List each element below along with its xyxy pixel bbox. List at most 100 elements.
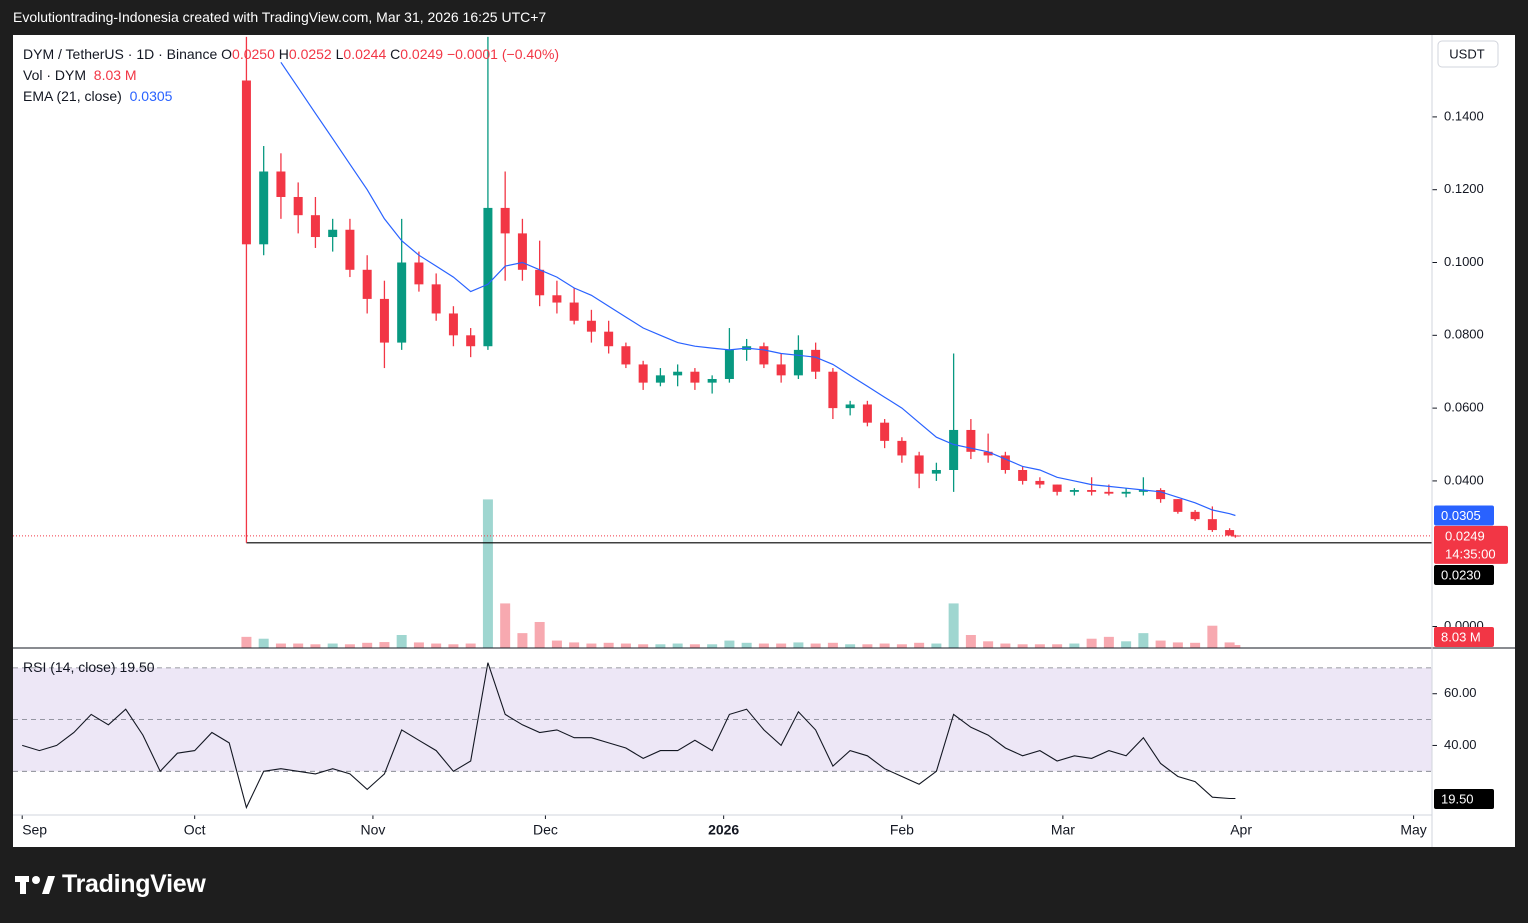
volume-bar [793,642,804,648]
candle-body [328,229,338,238]
volume-bar [344,644,355,648]
legend-row: EMA (21, close) 0.0305 [23,86,559,107]
candle-body [897,440,907,456]
x-tick-label: Oct [184,822,206,838]
volume-bar [396,634,407,648]
candle-body [604,331,614,347]
candle-body [655,375,665,383]
volume-bar [310,644,321,648]
candle-body [535,269,545,296]
candle-body [1173,499,1183,512]
ohlc-value: 0.0249 [400,46,444,62]
rsi-tick-label: 40.00 [1444,737,1477,752]
candle-body [310,215,320,238]
volume-bar [500,603,511,648]
axis-unit: USDT [1449,46,1484,61]
volume-bar [983,641,994,648]
candle-body [241,80,251,245]
volume-bar [327,643,338,648]
volume-bar [1121,641,1132,648]
candle-body [362,269,372,299]
rsi-label: RSI (14, close) [23,659,116,675]
volume-bar [362,642,373,648]
volume-bar [672,643,683,648]
candle-body [966,429,976,452]
ohlc-key: L [335,46,344,62]
volume-bar [448,644,459,648]
ohlc-key: C [390,46,401,62]
price-badge-bg [1434,525,1508,564]
candle-body [862,404,872,423]
volume-bar [431,643,442,648]
candle-body [259,171,269,245]
volume-bar [827,642,838,648]
rsi-badge-bg [1434,789,1494,809]
volume-bar [293,643,304,648]
ema-line [280,61,1236,517]
candle-body [1190,511,1200,520]
y-tick-label: 0.0600 [1444,400,1484,415]
volume-bar [620,643,631,648]
rsi-line [22,662,1236,810]
ohlc: O0.0250 H0.0252 L0.0244 C0.0249 [217,46,443,62]
y-tick-label: 0.1000 [1444,254,1484,269]
candle-body [293,196,303,216]
x-tick-label: Feb [890,822,914,838]
candle-body [914,455,924,474]
volume-bar [810,643,821,648]
candle-body [724,349,734,379]
volume-bar [862,644,873,648]
ema-badge-bg [1434,505,1494,526]
volume-bar [1224,642,1235,648]
ohlc-value: 0.0250 [232,46,275,62]
candle-body [759,346,769,365]
candle-body [983,451,993,456]
candle-body [552,295,562,303]
volume-bar [914,642,925,648]
volume-bar [707,644,718,648]
volume-bar [1103,636,1114,648]
y-tick-label: 0.0400 [1444,472,1484,487]
candle-body [483,207,493,347]
volume-bar [379,642,390,648]
volume-bar [275,643,286,648]
candle-body [569,302,579,321]
volume-badge: 8.03 M [1441,629,1481,644]
volume-bar [258,638,269,648]
candle-body [276,171,286,197]
symbol: DYM / TetherUS · 1D · Binance [23,46,218,62]
ema-value: 0.0305 [129,88,173,104]
candle-body [431,284,441,314]
candle-body [776,364,786,376]
x-tick-label: Nov [360,822,385,838]
candle-body [1087,490,1097,492]
price-pane [13,36,1432,648]
logo-icon [15,876,55,894]
candle-body [793,349,803,376]
candle-body [345,229,355,270]
unit-button[interactable] [1437,40,1499,68]
candle-body [1069,490,1079,492]
volume-bar [948,603,959,648]
candle-body [1035,480,1045,485]
volume-bar [1230,645,1241,648]
candle-body [931,469,941,474]
rsi-legend: RSI (14, close) 19.50 [23,659,155,675]
volume-bar [931,643,942,648]
ohlc-key: O [221,46,233,62]
candle-body [1121,491,1131,494]
legend-row: DYM / TetherUS · 1D · Binance O0.0250 H0… [23,44,559,65]
volume-bar [465,643,476,648]
candle-body [1138,490,1148,492]
volume-bar [551,640,562,648]
candle-body [448,313,458,336]
header: Evolutiontrading-Indonesia created with … [13,9,547,25]
volume-bar [879,643,890,648]
volume-bar [1034,644,1045,648]
candle-body [638,364,648,383]
footer-brand: TradingView [62,870,206,898]
volume-bar [569,642,580,648]
countdown: 14:35:00 [1445,546,1496,561]
x-tick-label: May [1400,822,1426,838]
volume-bar [534,621,545,648]
